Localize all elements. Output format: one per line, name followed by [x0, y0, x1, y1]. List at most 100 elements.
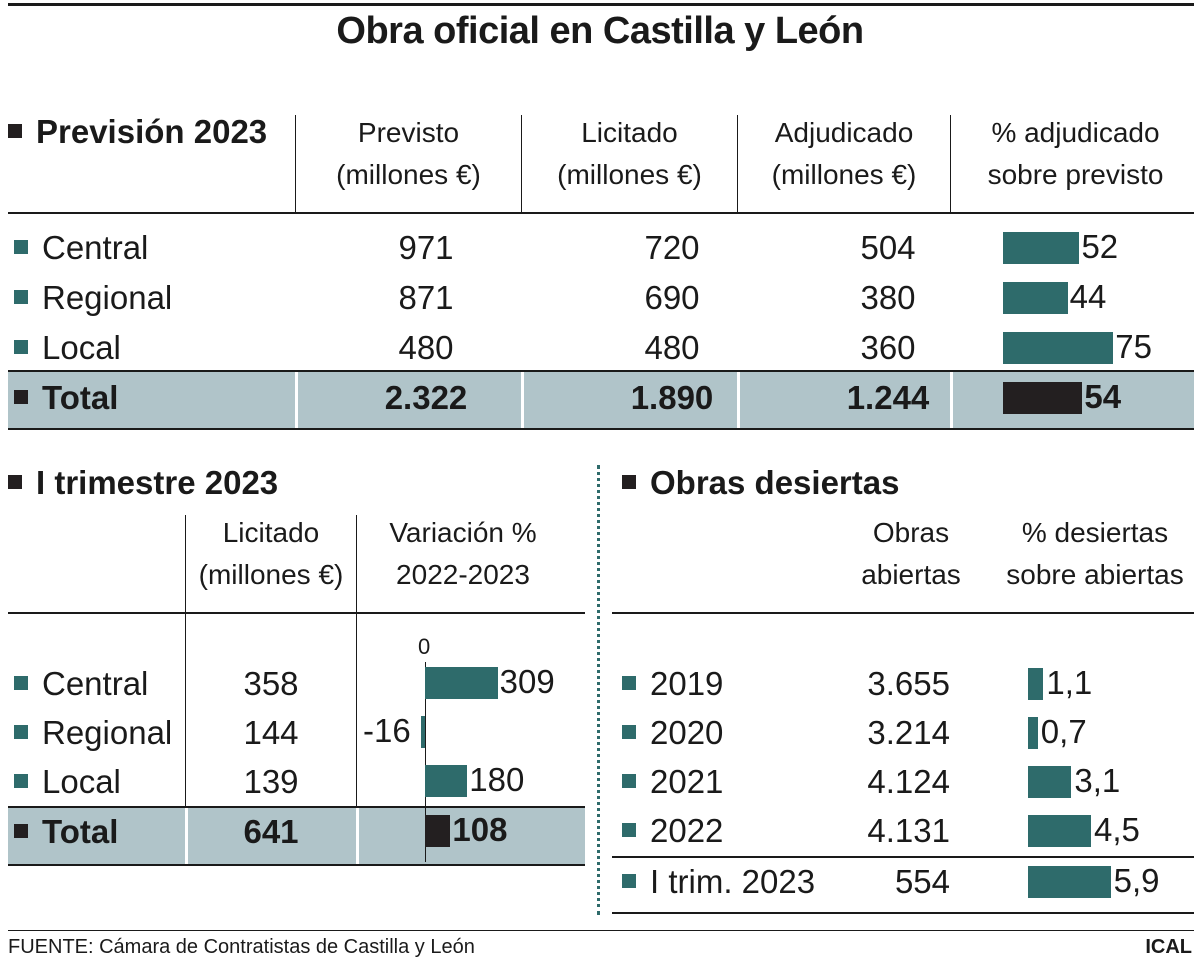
cell-previsto: 971: [398, 229, 454, 266]
bar: [1028, 766, 1072, 798]
column-divider: [737, 115, 738, 213]
column-divider: [185, 515, 186, 863]
total-bottom-rule: [8, 428, 1194, 430]
total-label: Total: [14, 379, 118, 417]
header-rule: [8, 612, 585, 614]
top-rule: [8, 3, 1194, 6]
header-obras-abiertas: Obras abiertas: [861, 517, 961, 590]
cell-licitado: 690: [644, 279, 700, 316]
cell-previsto: 480: [398, 329, 454, 366]
cell-adjudicado: 504: [860, 229, 916, 266]
column-gap: [950, 372, 953, 428]
trimestre-heading-text: I trimestre 2023: [36, 464, 279, 501]
cell-licitado: 480: [644, 329, 700, 366]
cell-previsto: 871: [398, 279, 454, 316]
cell-licitado: 720: [644, 229, 700, 266]
cell-trim-licitado: 139: [243, 763, 299, 800]
bar-value-label: 108: [452, 811, 508, 848]
cell-abiertas: 554: [894, 863, 950, 900]
square-bullet-icon: [622, 676, 636, 691]
credit: ICAL: [1145, 936, 1192, 958]
square-bullet-icon: [14, 290, 28, 305]
bar: [1003, 382, 1083, 414]
cell-trim-licitado: 358: [243, 665, 299, 702]
prevision-heading-text: Previsión 2023: [36, 113, 268, 150]
bar: [1028, 815, 1091, 847]
bar: [425, 667, 498, 699]
cell-abiertas: 3.214: [867, 714, 950, 751]
row-rule: [612, 912, 1194, 914]
column-gap: [185, 808, 188, 864]
table-row-label: Central: [14, 229, 148, 267]
bar: [1003, 282, 1068, 314]
bar: [1028, 668, 1044, 700]
bar-value-label: 309: [499, 663, 555, 700]
column-divider: [295, 115, 296, 213]
cell-abiertas: 4.131: [867, 812, 950, 849]
header-adjudicado: Adjudicado (millones €): [771, 117, 917, 190]
table-row-label: Regional: [14, 714, 172, 752]
bar-value-label: 5,9: [1113, 862, 1160, 899]
total-top-rule: [8, 806, 585, 808]
square-bullet-icon: [622, 475, 636, 490]
column-divider: [521, 115, 522, 213]
bar: [425, 765, 468, 797]
square-bullet-icon: [14, 340, 28, 355]
header-rule: [612, 612, 1194, 614]
total-top-rule: [8, 370, 1194, 372]
bar-value-label: 75: [1115, 328, 1152, 365]
total-licitado: 1.890: [630, 379, 714, 416]
desiertas-heading: Obras desiertas: [622, 464, 899, 502]
total-adjudicado: 1.244: [846, 379, 930, 416]
square-bullet-icon: [14, 240, 28, 255]
header-rule: [8, 212, 1194, 214]
square-bullet-icon: [622, 874, 636, 889]
square-bullet-icon: [622, 823, 636, 838]
header-licitado: Licitado (millones €): [557, 117, 702, 190]
cell-abiertas: 3.655: [867, 665, 950, 702]
header-pct-adjudicado: % adjudicado sobre previsto: [987, 117, 1164, 190]
row-rule: [612, 856, 1194, 858]
total-trim-licitado: 641: [243, 813, 299, 850]
cell-abiertas: 4.124: [867, 763, 950, 800]
total-label: Total: [14, 813, 118, 851]
bar-value-label: 0,7: [1040, 713, 1087, 750]
page-title: Obra oficial en Castilla y León: [336, 10, 864, 52]
square-bullet-icon: [14, 390, 28, 405]
table-row-label: I trim. 2023: [622, 863, 815, 901]
square-bullet-icon: [622, 774, 636, 789]
square-bullet-icon: [622, 725, 636, 740]
bar: [1028, 866, 1111, 898]
table-row-label: 2022: [622, 812, 723, 850]
bar-value-label: 52: [1081, 228, 1119, 265]
square-bullet-icon: [8, 475, 22, 490]
header-trim-licitado: Licitado (millones €): [198, 517, 344, 590]
bar-value-label: -16: [363, 712, 411, 749]
table-row-label: Regional: [14, 279, 172, 317]
column-gap: [356, 808, 359, 864]
bar: [421, 716, 425, 748]
header-pct-desiertas: % desiertas sobre abiertas: [1006, 517, 1184, 590]
square-bullet-icon: [14, 676, 28, 691]
table-row-label: 2020: [622, 714, 723, 752]
total-row-background: [8, 372, 1194, 428]
footer-rule: [8, 930, 1194, 931]
table-row-label: Central: [14, 665, 148, 703]
table-row-label: Local: [14, 763, 121, 801]
total-previsto: 2.322: [384, 379, 468, 416]
bar: [1028, 717, 1038, 749]
dotted-separator: [597, 465, 600, 915]
cell-adjudicado: 360: [860, 329, 916, 366]
column-gap: [295, 372, 298, 428]
zero-axis-label: 0: [418, 634, 431, 659]
header-variacion: Variación % 2022-2023: [389, 517, 537, 590]
square-bullet-icon: [14, 824, 28, 839]
square-bullet-icon: [14, 725, 28, 740]
column-gap: [521, 372, 524, 428]
trimestre-heading: I trimestre 2023: [8, 464, 278, 502]
square-bullet-icon: [14, 774, 28, 789]
column-gap: [737, 372, 740, 428]
desiertas-heading-text: Obras desiertas: [650, 464, 900, 501]
table-row-label: Local: [14, 329, 121, 367]
table-row-label: 2021: [622, 763, 723, 801]
